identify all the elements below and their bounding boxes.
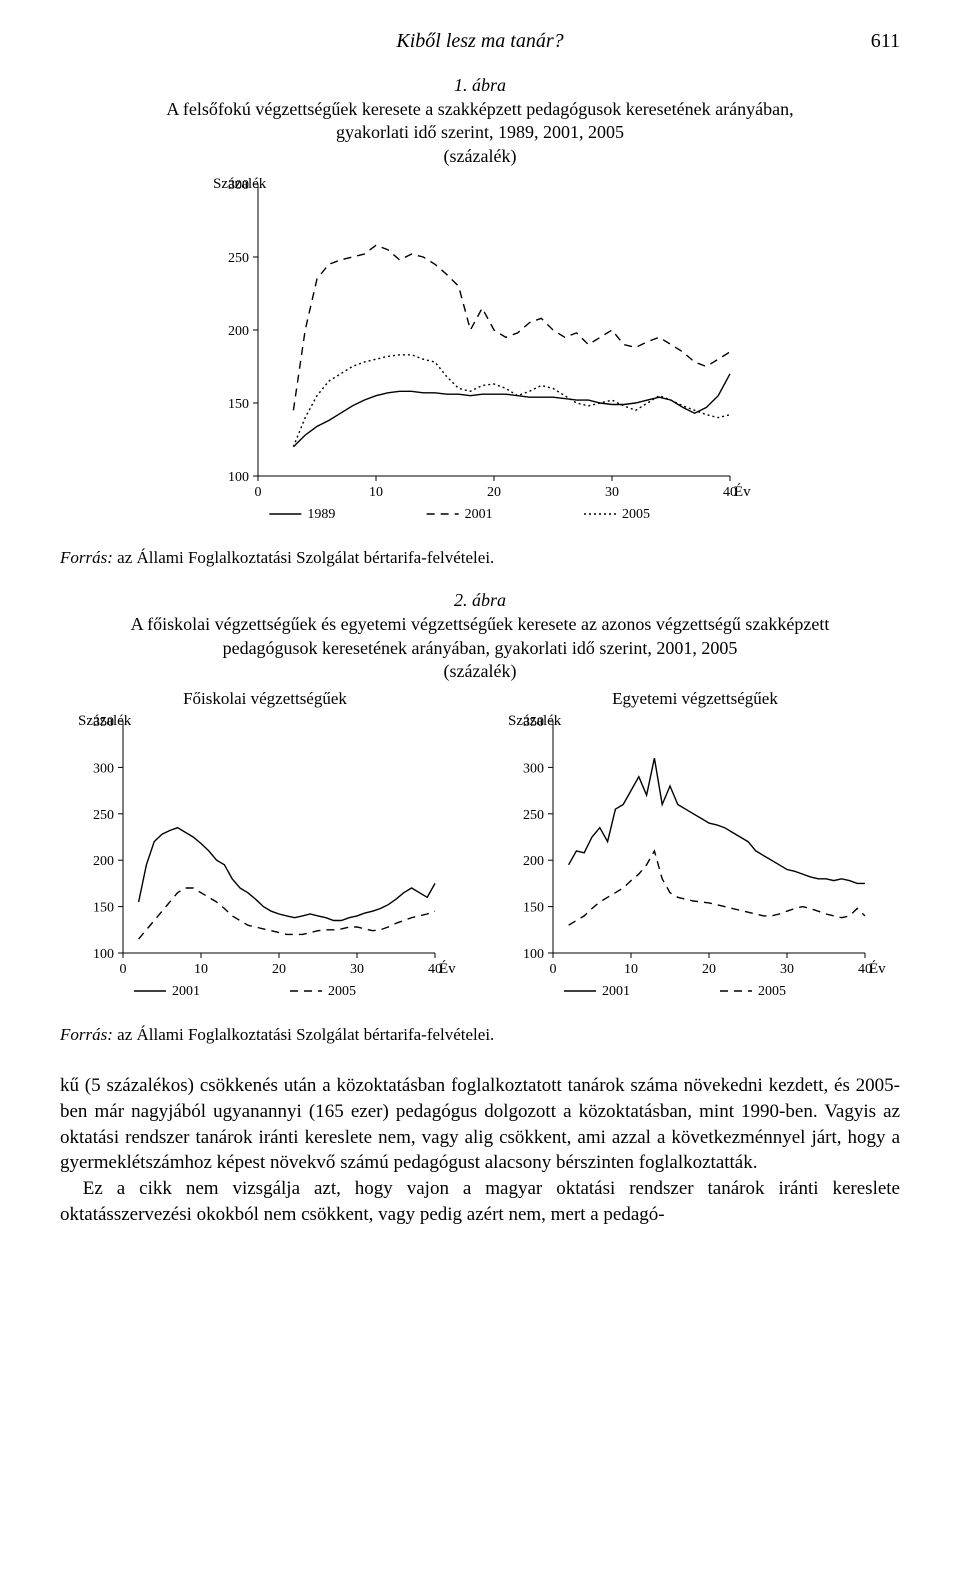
- svg-text:1989: 1989: [307, 507, 335, 522]
- svg-text:300: 300: [523, 762, 544, 777]
- svg-text:250: 250: [93, 808, 114, 823]
- svg-text:2005: 2005: [758, 984, 786, 999]
- body-p1: kű (5 százalékos) csökkenés után a közok…: [60, 1073, 900, 1176]
- fig2-caption: A főiskolai végzettségűek és egyetemi vé…: [80, 613, 880, 683]
- running-title: Kiből lesz ma tanár?: [396, 30, 563, 52]
- svg-text:Százalék: Százalék: [78, 713, 132, 729]
- svg-text:200: 200: [93, 855, 114, 870]
- svg-text:2001: 2001: [602, 984, 630, 999]
- svg-text:150: 150: [228, 397, 249, 412]
- svg-text:100: 100: [228, 470, 249, 485]
- fig1-chart: 100150200250300010203040SzázalékÉv198920…: [200, 174, 760, 534]
- fig1-title: 1. ábra: [60, 75, 900, 96]
- svg-text:Év: Év: [734, 483, 751, 500]
- fig1-source: Forrás: az Állami Foglalkoztatási Szolgá…: [60, 548, 900, 568]
- svg-text:30: 30: [350, 962, 364, 977]
- fig2-left-panel: Főiskolai végzettségűek 1001502002503003…: [65, 689, 465, 1011]
- fig2-right-subtitle: Egyetemi végzettségűek: [495, 689, 895, 709]
- fig2-source: Forrás: az Állami Foglalkoztatási Szolgá…: [60, 1025, 900, 1045]
- svg-text:10: 10: [624, 962, 638, 977]
- svg-text:300: 300: [93, 762, 114, 777]
- fig2-left-subtitle: Főiskolai végzettségűek: [65, 689, 465, 709]
- fig2-left-chart: 100150200250300350010203040SzázalékÉv200…: [65, 711, 465, 1011]
- svg-text:100: 100: [93, 947, 114, 962]
- svg-text:200: 200: [523, 855, 544, 870]
- svg-text:0: 0: [550, 962, 557, 977]
- svg-text:30: 30: [605, 485, 619, 500]
- svg-text:150: 150: [523, 901, 544, 916]
- svg-text:2005: 2005: [622, 507, 650, 522]
- svg-text:250: 250: [523, 808, 544, 823]
- svg-text:100: 100: [523, 947, 544, 962]
- svg-text:20: 20: [702, 962, 716, 977]
- svg-text:2005: 2005: [328, 984, 356, 999]
- body-text: kű (5 százalékos) csökkenés után a közok…: [60, 1073, 900, 1227]
- svg-text:0: 0: [255, 485, 262, 500]
- fig2-right-chart: 100150200250300350010203040SzázalékÉv200…: [495, 711, 895, 1011]
- fig2-title: 2. ábra: [60, 590, 900, 611]
- page: Kiből lesz ma tanár? 611 1. ábra A felső…: [0, 0, 960, 1267]
- svg-text:200: 200: [228, 324, 249, 339]
- svg-text:2001: 2001: [465, 507, 493, 522]
- svg-text:30: 30: [780, 962, 794, 977]
- svg-text:10: 10: [194, 962, 208, 977]
- svg-text:2001: 2001: [172, 984, 200, 999]
- svg-text:0: 0: [120, 962, 127, 977]
- svg-text:10: 10: [369, 485, 383, 500]
- body-p2: Ez a cikk nem vizsgálja azt, hogy vajon …: [60, 1176, 900, 1227]
- page-number: 611: [871, 30, 900, 53]
- running-head: Kiből lesz ma tanár? 611: [60, 30, 900, 53]
- svg-text:Százalék: Százalék: [508, 713, 562, 729]
- svg-text:Százalék: Százalék: [213, 176, 267, 192]
- svg-text:20: 20: [272, 962, 286, 977]
- fig2-panels: Főiskolai végzettségűek 1001502002503003…: [60, 689, 900, 1011]
- fig1-caption: A felsőfokú végzettségűek keresete a sza…: [80, 98, 880, 168]
- svg-text:Év: Év: [869, 960, 886, 977]
- svg-text:20: 20: [487, 485, 501, 500]
- svg-text:Év: Év: [439, 960, 456, 977]
- fig2-right-panel: Egyetemi végzettségűek 10015020025030035…: [495, 689, 895, 1011]
- svg-text:250: 250: [228, 251, 249, 266]
- svg-text:150: 150: [93, 901, 114, 916]
